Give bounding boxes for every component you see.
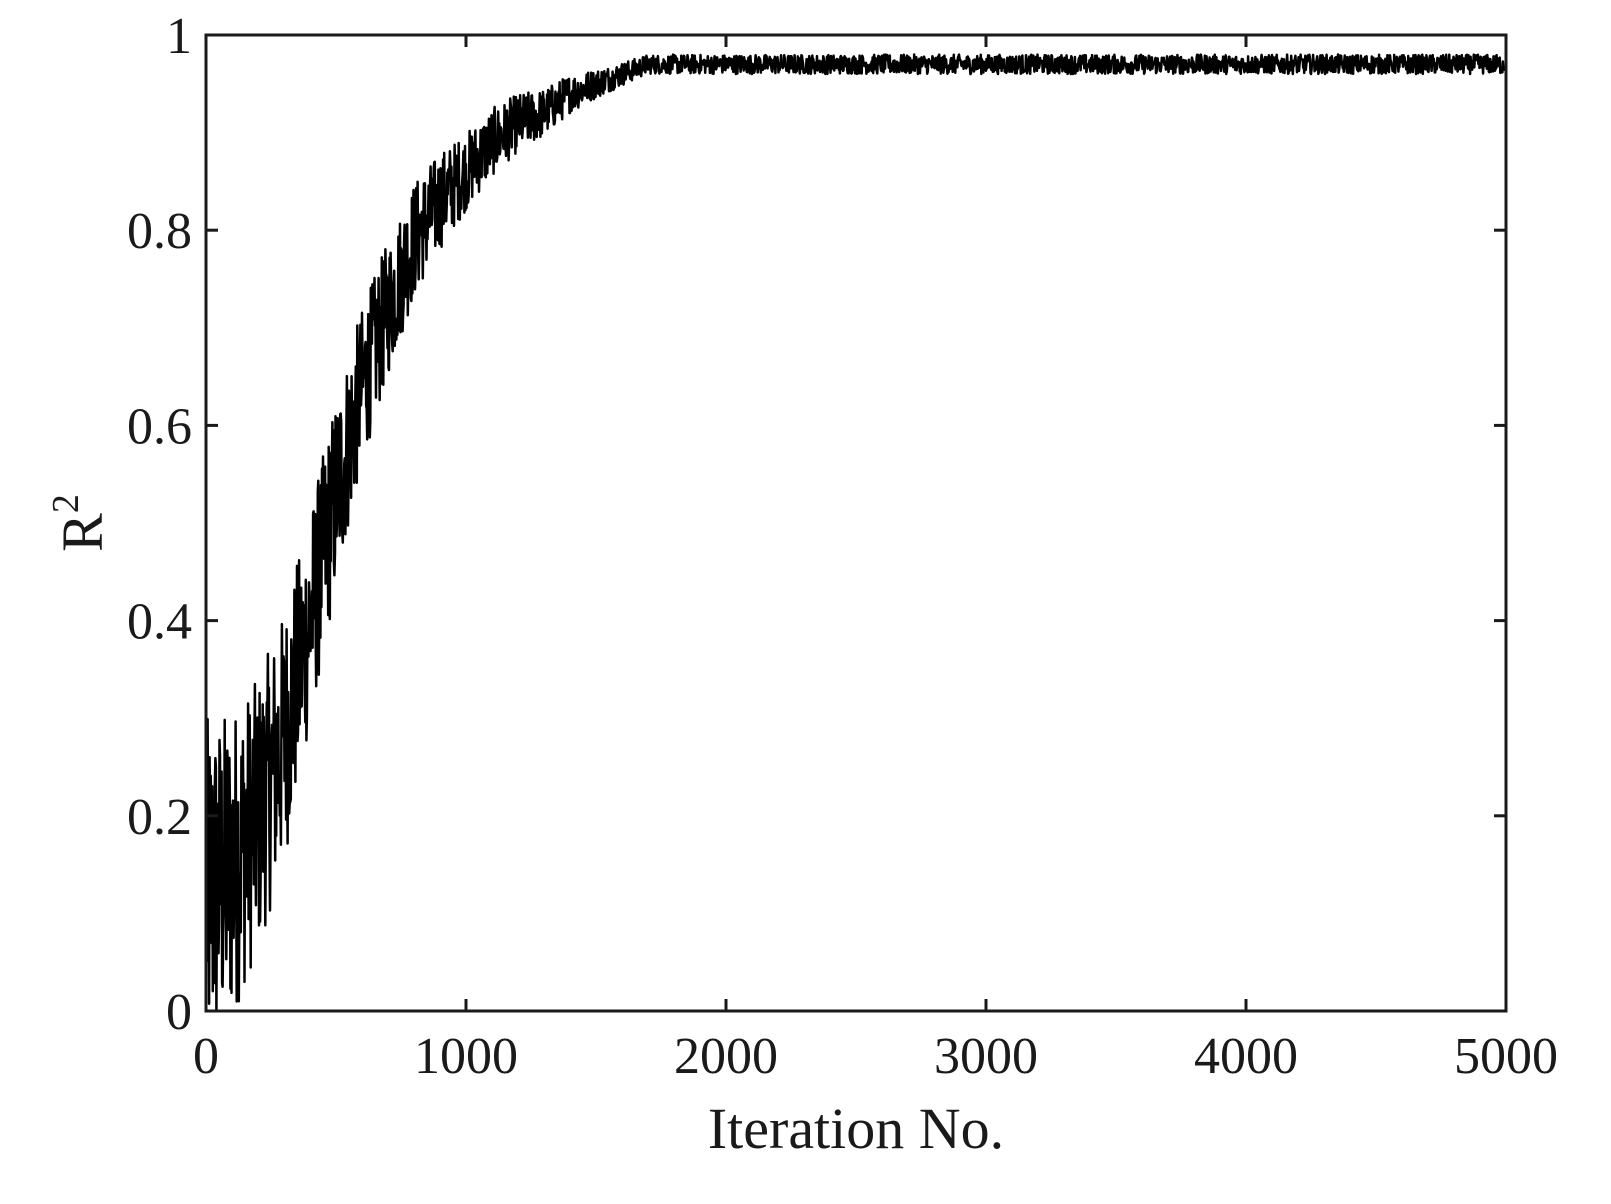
y-tick-label: 0.8 [127, 203, 192, 260]
y-tick-label: 0.4 [127, 594, 192, 651]
x-tick-label: 2000 [674, 1028, 778, 1085]
y-tick-label: 0 [166, 984, 192, 1041]
y-tick-label: 0.2 [127, 789, 192, 846]
y-axis-label-base: R [50, 513, 115, 552]
x-tick-label: 1000 [414, 1028, 518, 1085]
x-tick-label: 3000 [934, 1028, 1038, 1085]
y-axis-label-superscript: 2 [45, 494, 87, 513]
plot-frame [204, 33, 1508, 1013]
x-tick-label: 4000 [1194, 1028, 1298, 1085]
y-axis-ticks: 0 0.2 0.4 0.6 0.8 1 [127, 8, 1506, 1041]
x-axis-label: Iteration No. [708, 1096, 1004, 1161]
x-tick-label: 0 [193, 1028, 219, 1085]
y-tick-label: 1 [166, 8, 192, 65]
x-axis-ticks: 0 1000 2000 3000 4000 5000 [193, 35, 1558, 1085]
x-tick-label: 5000 [1454, 1028, 1558, 1085]
y-axis-label: R2 [45, 494, 115, 552]
series-line-r-squared [206, 53, 1506, 1011]
y-tick-label: 0.6 [127, 398, 192, 455]
plot-area-group [206, 53, 1506, 1011]
